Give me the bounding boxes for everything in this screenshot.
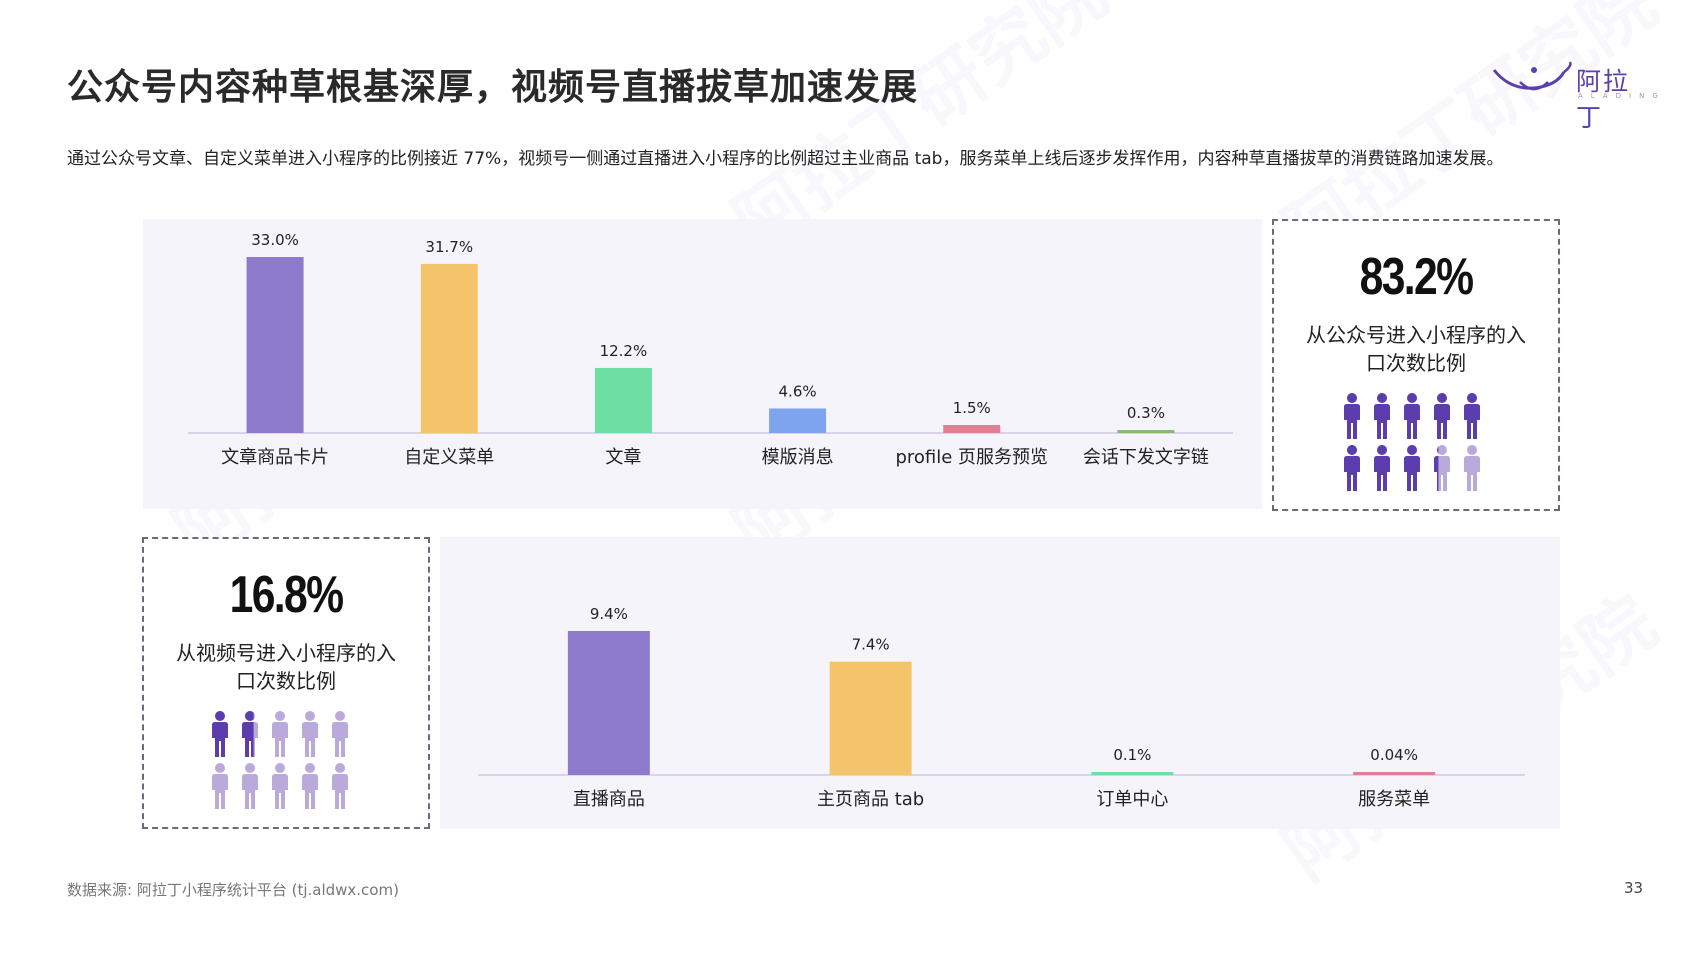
official-account-bar-chart: 33.0% 文章商品卡片 31.7% 自定义菜单 12.2% 文章 4.6% 模版消息 1.5%… bbox=[188, 231, 1233, 468]
logo-text: 阿拉丁 bbox=[1576, 67, 1631, 132]
data-label: 12.2% bbox=[600, 342, 648, 360]
data-label: 4.6% bbox=[779, 382, 817, 400]
bar bbox=[829, 661, 912, 775]
stat-label: 从公众号进入小程序的入口次数比例 bbox=[1306, 323, 1526, 375]
person-icon bbox=[1464, 393, 1480, 439]
person-icon-grid bbox=[212, 711, 348, 809]
person-icon bbox=[1464, 445, 1480, 491]
person-icon bbox=[1344, 393, 1360, 439]
person-icon bbox=[1374, 445, 1390, 491]
bar bbox=[943, 425, 1001, 433]
data-label: 9.4% bbox=[590, 605, 628, 623]
official-account-stat-card: 83.2% 从公众号进入小程序的入口次数比例 bbox=[1272, 219, 1560, 511]
data-label: 0.1% bbox=[1113, 746, 1151, 764]
person-icon bbox=[1404, 393, 1420, 439]
bar bbox=[594, 367, 652, 433]
person-icon bbox=[242, 711, 258, 757]
category-label: 主页商品 tab bbox=[817, 789, 924, 810]
person-icon bbox=[332, 763, 348, 809]
person-icon bbox=[242, 763, 258, 809]
stat-label: 从视频号进入小程序的入口次数比例 bbox=[176, 641, 396, 693]
page-title: 公众号内容种草根基深厚，视频号直播拔草加速发展 bbox=[67, 67, 919, 108]
person-icon bbox=[302, 763, 318, 809]
category-label: 会话下发文字链 bbox=[1083, 447, 1209, 468]
channels-bar-chart: 9.4% 直播商品 7.4% 主页商品 tab 0.1% 订单中心 0.04% 服务菜单 bbox=[478, 605, 1525, 810]
page-number: 33 bbox=[1624, 879, 1644, 897]
official-account-chart-panel: 33.0% 文章商品卡片 31.7% 自定义菜单 12.2% 文章 4.6% 模版消息 1.5%… bbox=[143, 219, 1262, 509]
category-label: profile 页服务预览 bbox=[895, 447, 1048, 468]
data-label: 31.7% bbox=[425, 238, 473, 256]
category-label: 直播商品 bbox=[573, 789, 645, 810]
bar bbox=[1353, 772, 1436, 775]
data-label: 0.3% bbox=[1127, 404, 1165, 422]
category-label: 自定义菜单 bbox=[404, 447, 494, 468]
person-icon bbox=[1404, 445, 1420, 491]
person-icon bbox=[332, 711, 348, 757]
category-label: 服务菜单 bbox=[1358, 789, 1430, 810]
person-icon bbox=[212, 763, 228, 809]
person-icon bbox=[272, 763, 288, 809]
data-label: 33.0% bbox=[251, 231, 299, 249]
channels-stat-card: 16.8% 从视频号进入小程序的入口次数比例 bbox=[142, 537, 430, 829]
data-label: 1.5% bbox=[953, 399, 991, 417]
person-icon bbox=[1434, 445, 1450, 491]
person-icon bbox=[1344, 445, 1360, 491]
data-label: 7.4% bbox=[852, 636, 890, 654]
bar bbox=[420, 263, 478, 433]
person-icon-grid bbox=[1344, 393, 1480, 491]
bar bbox=[246, 257, 304, 433]
bar bbox=[1117, 430, 1175, 433]
person-icon bbox=[302, 711, 318, 757]
logo-subtext: ALADING bbox=[1578, 92, 1666, 100]
person-icon bbox=[272, 711, 288, 757]
category-label: 订单中心 bbox=[1096, 789, 1168, 810]
person-icon bbox=[212, 711, 228, 757]
data-label: 0.04% bbox=[1370, 746, 1418, 764]
page-subtitle: 通过公众号文章、自定义菜单进入小程序的比例接近 77%，视频号一侧通过直播进入小… bbox=[67, 149, 1504, 169]
data-source: 数据来源: 阿拉丁小程序统计平台 (tj.aldwx.com) bbox=[67, 881, 399, 899]
channels-chart-panel: 9.4% 直播商品 7.4% 主页商品 tab 0.1% 订单中心 0.04% 服务菜单 bbox=[440, 537, 1560, 829]
stat-value: 83.2% bbox=[1359, 248, 1474, 306]
category-label: 模版消息 bbox=[762, 447, 834, 468]
bar bbox=[769, 408, 827, 433]
lamp-icon bbox=[1492, 61, 1572, 91]
bar bbox=[567, 631, 650, 775]
person-icon bbox=[1374, 393, 1390, 439]
brand-logo: 阿拉丁 ALADING bbox=[1490, 60, 1658, 132]
stat-value: 16.8% bbox=[229, 566, 344, 624]
bar bbox=[1091, 772, 1174, 775]
person-icon bbox=[1434, 393, 1450, 439]
category-label: 文章 bbox=[605, 447, 641, 468]
category-label: 文章商品卡片 bbox=[221, 447, 329, 468]
